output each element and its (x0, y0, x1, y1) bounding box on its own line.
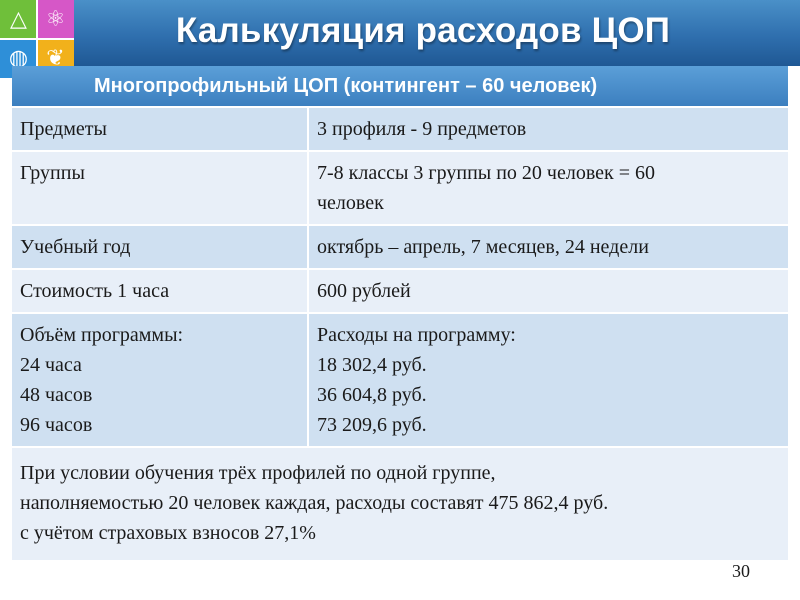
table-header: Многопрофильный ЦОП (контингент – 60 чел… (12, 66, 788, 108)
summary-line: При условии обучения трёх профилей по од… (20, 462, 496, 484)
program-cost-line: Расходы на программу: (317, 324, 516, 346)
atom-icon: ⚛ (45, 7, 66, 32)
row-label: Группы (12, 152, 309, 224)
row-value-line: человек (317, 192, 384, 214)
program-cost-line: 36 604,8 руб. (317, 384, 427, 406)
logo-blue-quadrant: ◍ (0, 39, 37, 78)
program-volume: Объём программы: 24 часа 48 часов 96 час… (12, 314, 309, 446)
header-band (0, 0, 800, 66)
table-row-groups: Группы 7-8 классы 3 группы по 20 человек… (12, 152, 788, 226)
logo-divider-horizontal (0, 38, 74, 40)
summary-text: При условии обучения трёх профилей по од… (12, 448, 788, 560)
row-value: октябрь – апрель, 7 месяцев, 24 недели (309, 226, 788, 268)
program-volume-line: Объём программы: (20, 324, 184, 346)
butterfly-icon: ❦ (46, 46, 65, 71)
row-label: Стоимость 1 часа (12, 270, 309, 312)
row-label: Предметы (12, 108, 309, 150)
table-row-hour-cost: Стоимость 1 часа 600 рублей (12, 270, 788, 314)
program-cost: Расходы на программу: 18 302,4 руб. 36 6… (309, 314, 788, 446)
table-row-program: Объём программы: 24 часа 48 часов 96 час… (12, 314, 788, 448)
row-value: 600 рублей (309, 270, 788, 312)
table-row-school-year: Учебный год октябрь – апрель, 7 месяцев,… (12, 226, 788, 270)
program-volume-line: 24 часа (20, 354, 82, 376)
table-row-subjects: Предметы 3 профиля - 9 предметов (12, 108, 788, 152)
page-title: Калькуляция расходов ЦОП (175, 11, 671, 50)
row-label: Учебный год (12, 226, 309, 268)
globe-icon: ◍ (8, 46, 29, 71)
program-volume-line: 48 часов (20, 384, 93, 406)
row-value: 3 профиля - 9 предметов (309, 108, 788, 150)
row-value-line: 3 профиля - 9 предметов (317, 118, 527, 140)
logo: △ ⚛ ◍ ❦ (0, 0, 74, 78)
summary-line: наполняемостью 20 человек каждая, расход… (20, 492, 609, 514)
row-value-line: октябрь – апрель, 7 месяцев, 24 недели (317, 236, 649, 258)
program-cost-line: 73 209,6 руб. (317, 414, 427, 436)
row-value-line: 600 рублей (317, 280, 411, 302)
table-row-summary: При условии обучения трёх профилей по од… (12, 448, 788, 562)
triangle-icon: △ (10, 7, 27, 32)
cost-table: Многопрофильный ЦОП (контингент – 60 чел… (12, 66, 788, 562)
program-cost-line: 18 302,4 руб. (317, 354, 427, 376)
logo-pink-quadrant: ⚛ (37, 0, 74, 39)
page-number: 30 (732, 561, 750, 581)
row-value-line: 7-8 классы 3 группы по 20 человек = 60 (317, 162, 656, 184)
summary-line: с учётом страховых взносов 27,1% (20, 522, 316, 544)
logo-green-quadrant: △ (0, 0, 37, 39)
row-value: 7-8 классы 3 группы по 20 человек = 60 ч… (309, 152, 788, 224)
program-volume-line: 96 часов (20, 414, 93, 436)
